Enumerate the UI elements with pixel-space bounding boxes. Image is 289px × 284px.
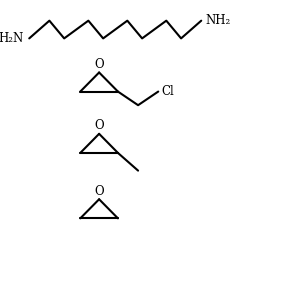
Text: O: O xyxy=(94,120,104,132)
Text: H₂N: H₂N xyxy=(0,32,24,45)
Text: Cl: Cl xyxy=(161,85,174,98)
Text: O: O xyxy=(94,58,104,71)
Text: NH₂: NH₂ xyxy=(205,14,231,27)
Text: O: O xyxy=(94,185,104,198)
